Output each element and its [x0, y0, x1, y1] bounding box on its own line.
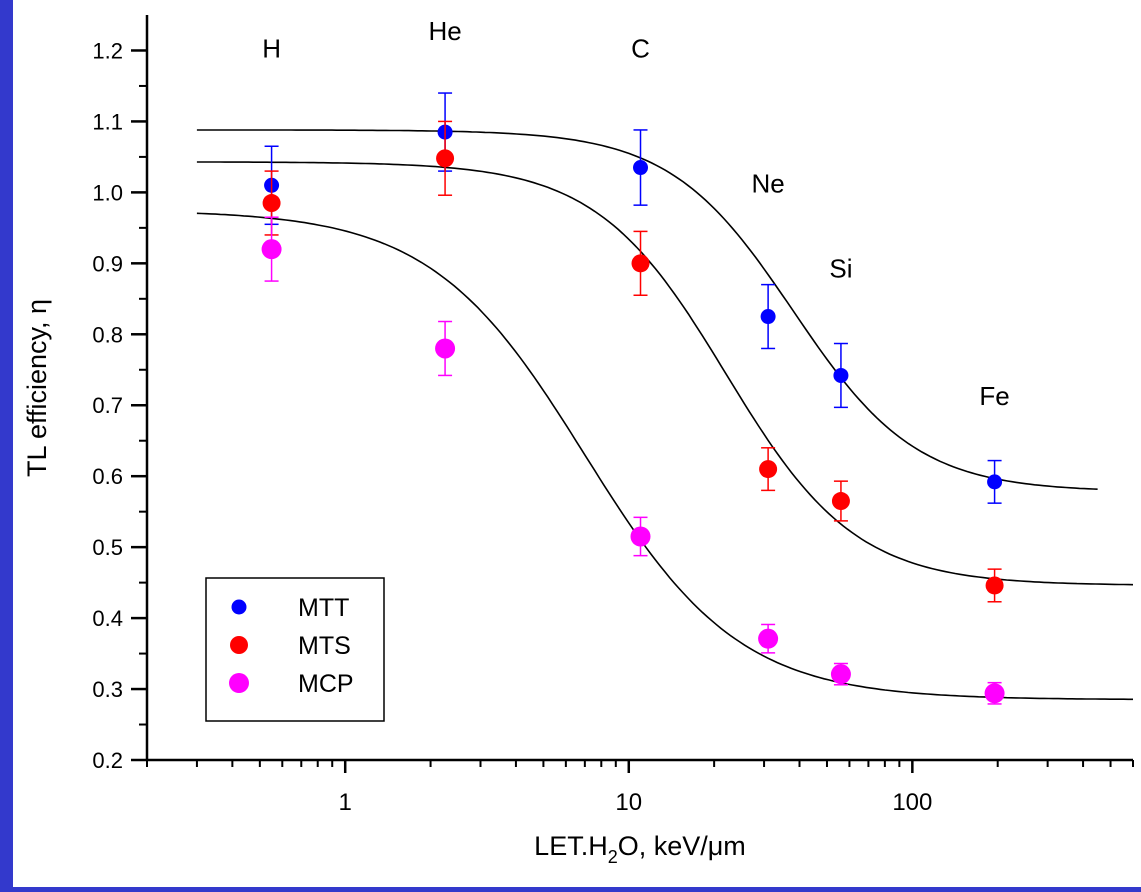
y-tick-label: 0.2	[92, 748, 123, 773]
y-tick-label: 0.5	[92, 535, 123, 560]
y-tick-label: 0.3	[92, 677, 123, 702]
x-tick-label: 10	[615, 789, 642, 816]
data-point-mcp	[830, 664, 851, 685]
annotation-label: Si	[829, 254, 852, 284]
annotation-label: C	[631, 34, 650, 64]
data-point-mts	[436, 149, 455, 168]
axes: 1 10 100 0.2 0.3 0.4 0.5 0.6 0.7 0.8 0.9 1.0 1.1 1.2	[92, 15, 1134, 816]
annotation-label: H	[262, 34, 281, 64]
y-tick-label: 1.1	[92, 109, 123, 134]
legend: MTT MTS MCP	[205, 577, 385, 722]
annotation-label: He	[428, 16, 461, 46]
x-tick-label: 100	[892, 789, 932, 816]
x-tick-label: 1	[339, 789, 352, 816]
y-tick-label: 0.6	[92, 464, 123, 489]
legend-label: MCP	[298, 670, 354, 698]
data-point-mcp	[435, 338, 456, 359]
data-point-mtt	[633, 160, 649, 176]
chart: 1 10 1000.20.30.40.50.60.70.80.91.01.11.2 …	[22, 15, 1134, 867]
data-point-mts	[759, 460, 778, 479]
legend-marker-mtt	[231, 599, 247, 615]
legend-label: MTT	[298, 594, 349, 622]
data-point-mcp	[758, 628, 779, 649]
data-point-mtt	[833, 367, 849, 383]
element-annotations: H He C Ne Si Fe	[262, 16, 1010, 411]
data-point-mts	[262, 194, 281, 213]
fit-curve-mts	[196, 161, 1134, 586]
data-point-mcp	[630, 526, 651, 547]
x-axis-label: LET.H2O, keV/μm	[534, 831, 746, 867]
y-axis-label: TL efficiency, η	[22, 299, 52, 477]
annotation-label: Fe	[979, 381, 1009, 411]
data-point-mts	[985, 576, 1004, 595]
legend-label: MTS	[298, 632, 351, 660]
y-tick-label: 1.0	[92, 180, 123, 205]
y-tick-label: 1.2	[92, 38, 123, 63]
y-tick-label: 0.9	[92, 251, 123, 276]
y-tick-label: 0.7	[92, 393, 123, 418]
fit-curve-mtt	[196, 129, 1098, 490]
y-tick-label: 0.8	[92, 322, 123, 347]
data-point-mts	[831, 492, 850, 511]
plot-area: 1 10 100 0.2 0.3 0.4 0.5 0.6 0.7 0.8 0.9 1.0 1.1 1.2 …	[13, 0, 1141, 887]
data-point-mtt	[987, 474, 1003, 490]
legend-marker-mts	[230, 636, 248, 654]
axis-labels: LET.H2O, keV/μm TL efficiency, η	[22, 299, 746, 867]
data-point-mcp	[984, 683, 1005, 704]
data-point-mtt	[760, 309, 776, 325]
legend-marker-mcp	[229, 673, 249, 693]
fit-curve-mcp	[196, 212, 1133, 701]
data-point-mcp	[261, 239, 282, 260]
annotation-label: Ne	[751, 168, 784, 198]
fit-curves	[196, 129, 1134, 701]
data-points	[261, 92, 1005, 705]
y-tick-label: 0.4	[92, 606, 123, 631]
data-point-mts	[631, 254, 650, 273]
